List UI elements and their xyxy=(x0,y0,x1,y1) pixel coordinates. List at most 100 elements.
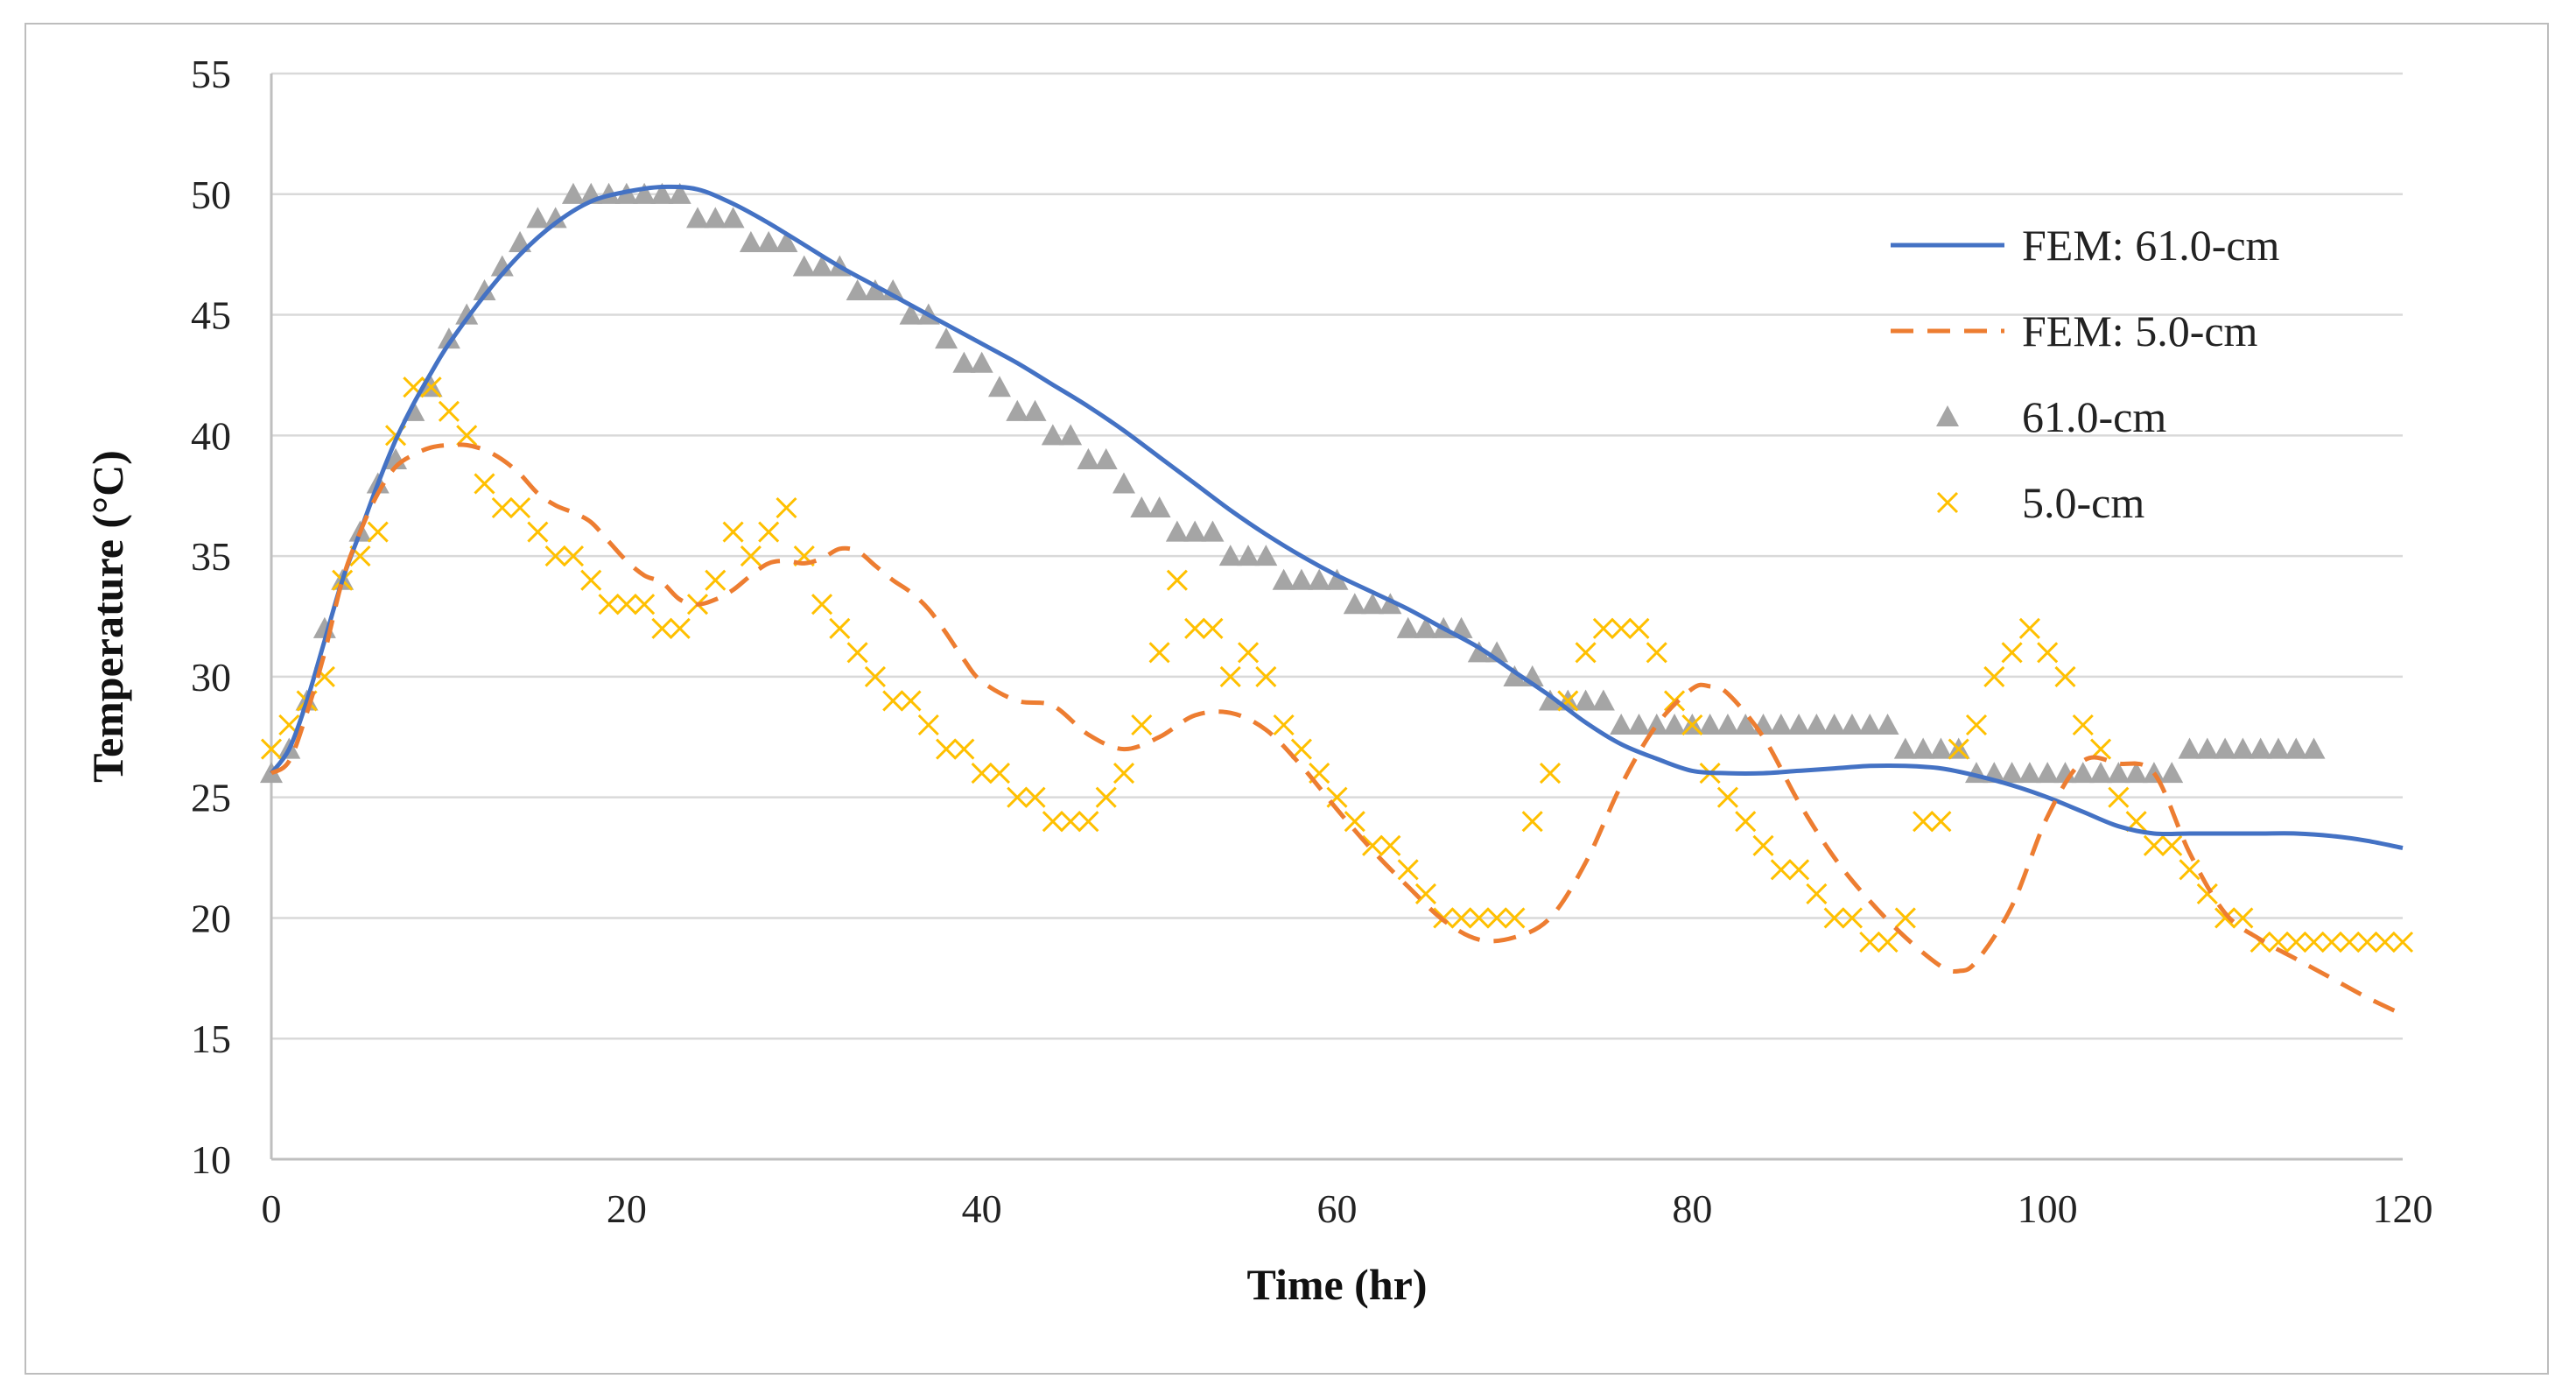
point-5-0-cm-43 xyxy=(1024,786,1046,808)
point-61-0-cm-92 xyxy=(1893,737,1917,759)
point-61-0-cm-23 xyxy=(668,182,691,204)
point-5-0-cm-23 xyxy=(669,617,691,639)
x-tick-label-100: 100 xyxy=(2018,1186,2078,1231)
point-61-0-cm-35 xyxy=(881,279,905,301)
point-5-0-cm-71 xyxy=(1521,811,1543,833)
point-61-0-cm-98 xyxy=(2000,762,2024,784)
point-5-0-cm-18 xyxy=(580,569,602,591)
point-5-0-cm-86 xyxy=(1788,859,1810,881)
point-61-0-cm-46 xyxy=(1077,447,1100,469)
point-61-0-cm-63 xyxy=(1379,593,1402,615)
point-61-0-cm-58 xyxy=(1289,568,1313,590)
point-5-0-cm-54 xyxy=(1219,665,1241,687)
point-61-0-cm-105 xyxy=(2124,762,2148,784)
point-61-0-cm-39 xyxy=(952,351,976,373)
point-5-0-cm-100 xyxy=(2037,642,2059,664)
point-5-0-cm-84 xyxy=(1752,834,1774,856)
point-5-0-cm-44 xyxy=(1042,811,1063,833)
point-61-0-cm-21 xyxy=(633,182,656,204)
point-5-0-cm-88 xyxy=(1823,907,1845,929)
point-5-0-cm-96 xyxy=(1965,714,1988,736)
point-5-0-cm-48 xyxy=(1113,763,1135,784)
point-5-0-cm-37 xyxy=(917,714,939,736)
point-61-0-cm-65 xyxy=(1414,616,1437,638)
point-5-0-cm-90 xyxy=(1859,931,1881,953)
point-5-0-cm-67 xyxy=(1450,907,1472,929)
point-5-0-cm-49 xyxy=(1131,714,1153,736)
y-tick-label-30: 30 xyxy=(191,655,231,700)
y-tick-label-20: 20 xyxy=(191,896,231,940)
point-5-0-cm-14 xyxy=(509,496,531,519)
point-5-0-cm-102 xyxy=(2072,714,2094,736)
point-5-0-cm-115 xyxy=(2303,931,2325,953)
y-axis-title: Temperature (°C) xyxy=(83,450,132,783)
point-5-0-cm-95 xyxy=(1948,738,1969,760)
point-5-0-cm-83 xyxy=(1735,811,1757,833)
point-5-0-cm-68 xyxy=(1468,907,1490,929)
point-61-0-cm-36 xyxy=(899,303,923,325)
point-61-0-cm-52 xyxy=(1183,520,1207,542)
point-5-0-cm-17 xyxy=(562,545,585,567)
point-61-0-cm-17 xyxy=(561,182,585,204)
point-61-0-cm-55 xyxy=(1237,545,1260,566)
point-61-0-cm-100 xyxy=(2036,762,2060,784)
point-5-0-cm-106 xyxy=(2143,834,2165,856)
point-5-0-cm-97 xyxy=(1983,665,2005,687)
point-5-0-cm-29 xyxy=(776,496,797,519)
point-5-0-cm-80 xyxy=(1681,714,1703,736)
x-tick-label-0: 0 xyxy=(262,1186,282,1231)
point-5-0-cm-73 xyxy=(1557,690,1579,712)
point-61-0-cm-115 xyxy=(2302,737,2326,759)
y-tick-label-25: 25 xyxy=(191,776,231,820)
point-5-0-cm-19 xyxy=(598,594,620,616)
point-61-0-cm-99 xyxy=(2018,762,2041,784)
point-5-0-cm-91 xyxy=(1877,931,1899,953)
point-5-0-cm-110 xyxy=(2215,907,2236,929)
point-5-0-cm-70 xyxy=(1504,907,1526,929)
point-5-0-cm-116 xyxy=(2320,931,2342,953)
point-61-0-cm-102 xyxy=(2071,762,2095,784)
y-tick-label-40: 40 xyxy=(191,413,231,458)
point-5-0-cm-26 xyxy=(722,521,744,543)
point-5-0-cm-55 xyxy=(1237,642,1260,664)
legend-label-5-0-cm: 5.0-cm xyxy=(2022,478,2144,527)
point-61-0-cm-82 xyxy=(1716,714,1739,735)
chart-frame: 10 15 20 25 30 35 40 45 50 55 0 20 40 60 80 100 120 FEM:… xyxy=(25,23,2549,1375)
point-61-0-cm-25 xyxy=(704,207,727,229)
point-5-0-cm-36 xyxy=(900,690,922,712)
point-61-0-cm-113 xyxy=(2266,737,2290,759)
x-tick-label-80: 80 xyxy=(1672,1186,1712,1231)
point-5-0-cm-39 xyxy=(953,738,975,760)
point-61-0-cm-12 xyxy=(473,279,496,301)
point-5-0-cm-69 xyxy=(1486,907,1508,929)
y-tick-label-55: 55 xyxy=(191,52,231,96)
point-61-0-cm-106 xyxy=(2142,762,2165,784)
series xyxy=(260,182,2414,1017)
point-61-0-cm-86 xyxy=(1787,714,1811,735)
point-5-0-cm-62 xyxy=(1362,834,1384,856)
point-5-0-cm-72 xyxy=(1539,763,1562,784)
point-5-0-cm-109 xyxy=(2196,883,2218,904)
point-5-0-cm-15 xyxy=(527,521,549,543)
point-5-0-cm-92 xyxy=(1894,907,1916,929)
point-5-0-cm-11 xyxy=(456,425,478,447)
point-61-0-cm-26 xyxy=(721,207,745,229)
x-tick-label-20: 20 xyxy=(607,1186,647,1231)
point-5-0-cm-79 xyxy=(1663,690,1686,712)
point-5-0-cm-87 xyxy=(1806,883,1828,904)
point-61-0-cm-83 xyxy=(1734,714,1758,735)
point-61-0-cm-109 xyxy=(2195,737,2219,759)
point-61-0-cm-11 xyxy=(455,303,479,325)
point-61-0-cm-94 xyxy=(1929,737,1953,759)
point-5-0-cm-111 xyxy=(2232,907,2254,929)
x-tick-label-120: 120 xyxy=(2373,1186,2433,1231)
legend: FEM: 61.0-cm FEM: 5.0-cm 61.0-cm 5.0-cm xyxy=(1891,221,2280,527)
point-5-0-cm-94 xyxy=(1930,811,1952,833)
point-61-0-cm-15 xyxy=(526,207,550,229)
point-61-0-cm-38 xyxy=(935,327,958,349)
point-61-0-cm-40 xyxy=(970,351,993,373)
point-5-0-cm-82 xyxy=(1716,786,1738,808)
point-5-0-cm-46 xyxy=(1077,811,1099,833)
point-5-0-cm-47 xyxy=(1095,786,1117,808)
y-tick-label-45: 45 xyxy=(191,293,231,338)
